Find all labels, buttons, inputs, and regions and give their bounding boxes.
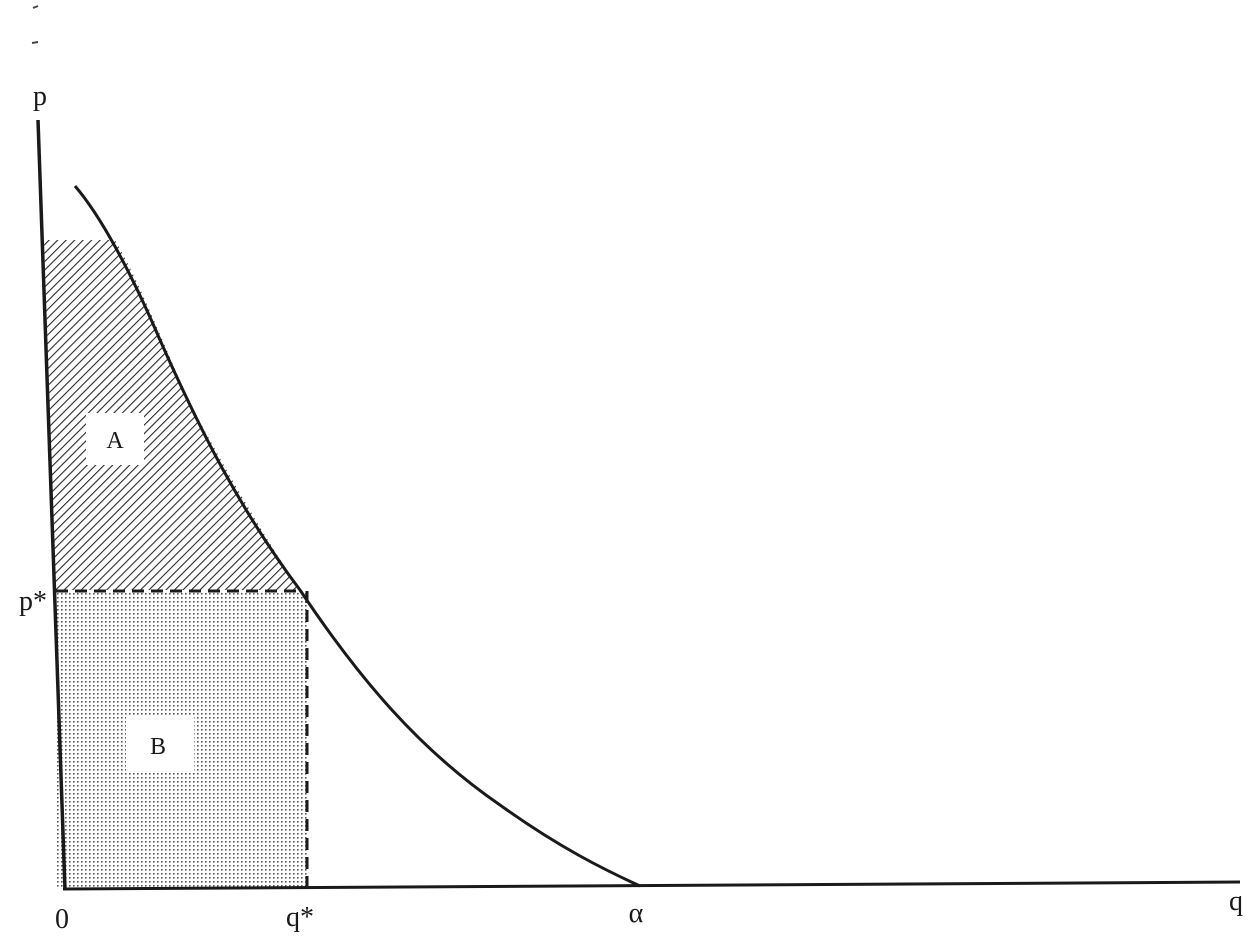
region-a-label: A: [106, 428, 124, 454]
p-star-label: p*: [19, 586, 47, 617]
origin-label: 0: [55, 904, 69, 935]
scan-mark: [31, 41, 39, 44]
x-axis: [62, 880, 1241, 891]
alpha-label: α: [629, 898, 644, 929]
demand-curve: [73, 185, 641, 888]
region-a-hatched-area: [44, 240, 300, 590]
region-b-label: B: [150, 734, 166, 760]
scan-mark: [32, 5, 39, 9]
y-axis-label: p: [33, 81, 47, 112]
y-axis: [36, 119, 67, 891]
q-star-label: q*: [286, 902, 314, 933]
region-b-label-box: [126, 717, 194, 772]
x-axis-label: q: [1229, 886, 1243, 917]
region-a-label-box: [86, 413, 144, 465]
